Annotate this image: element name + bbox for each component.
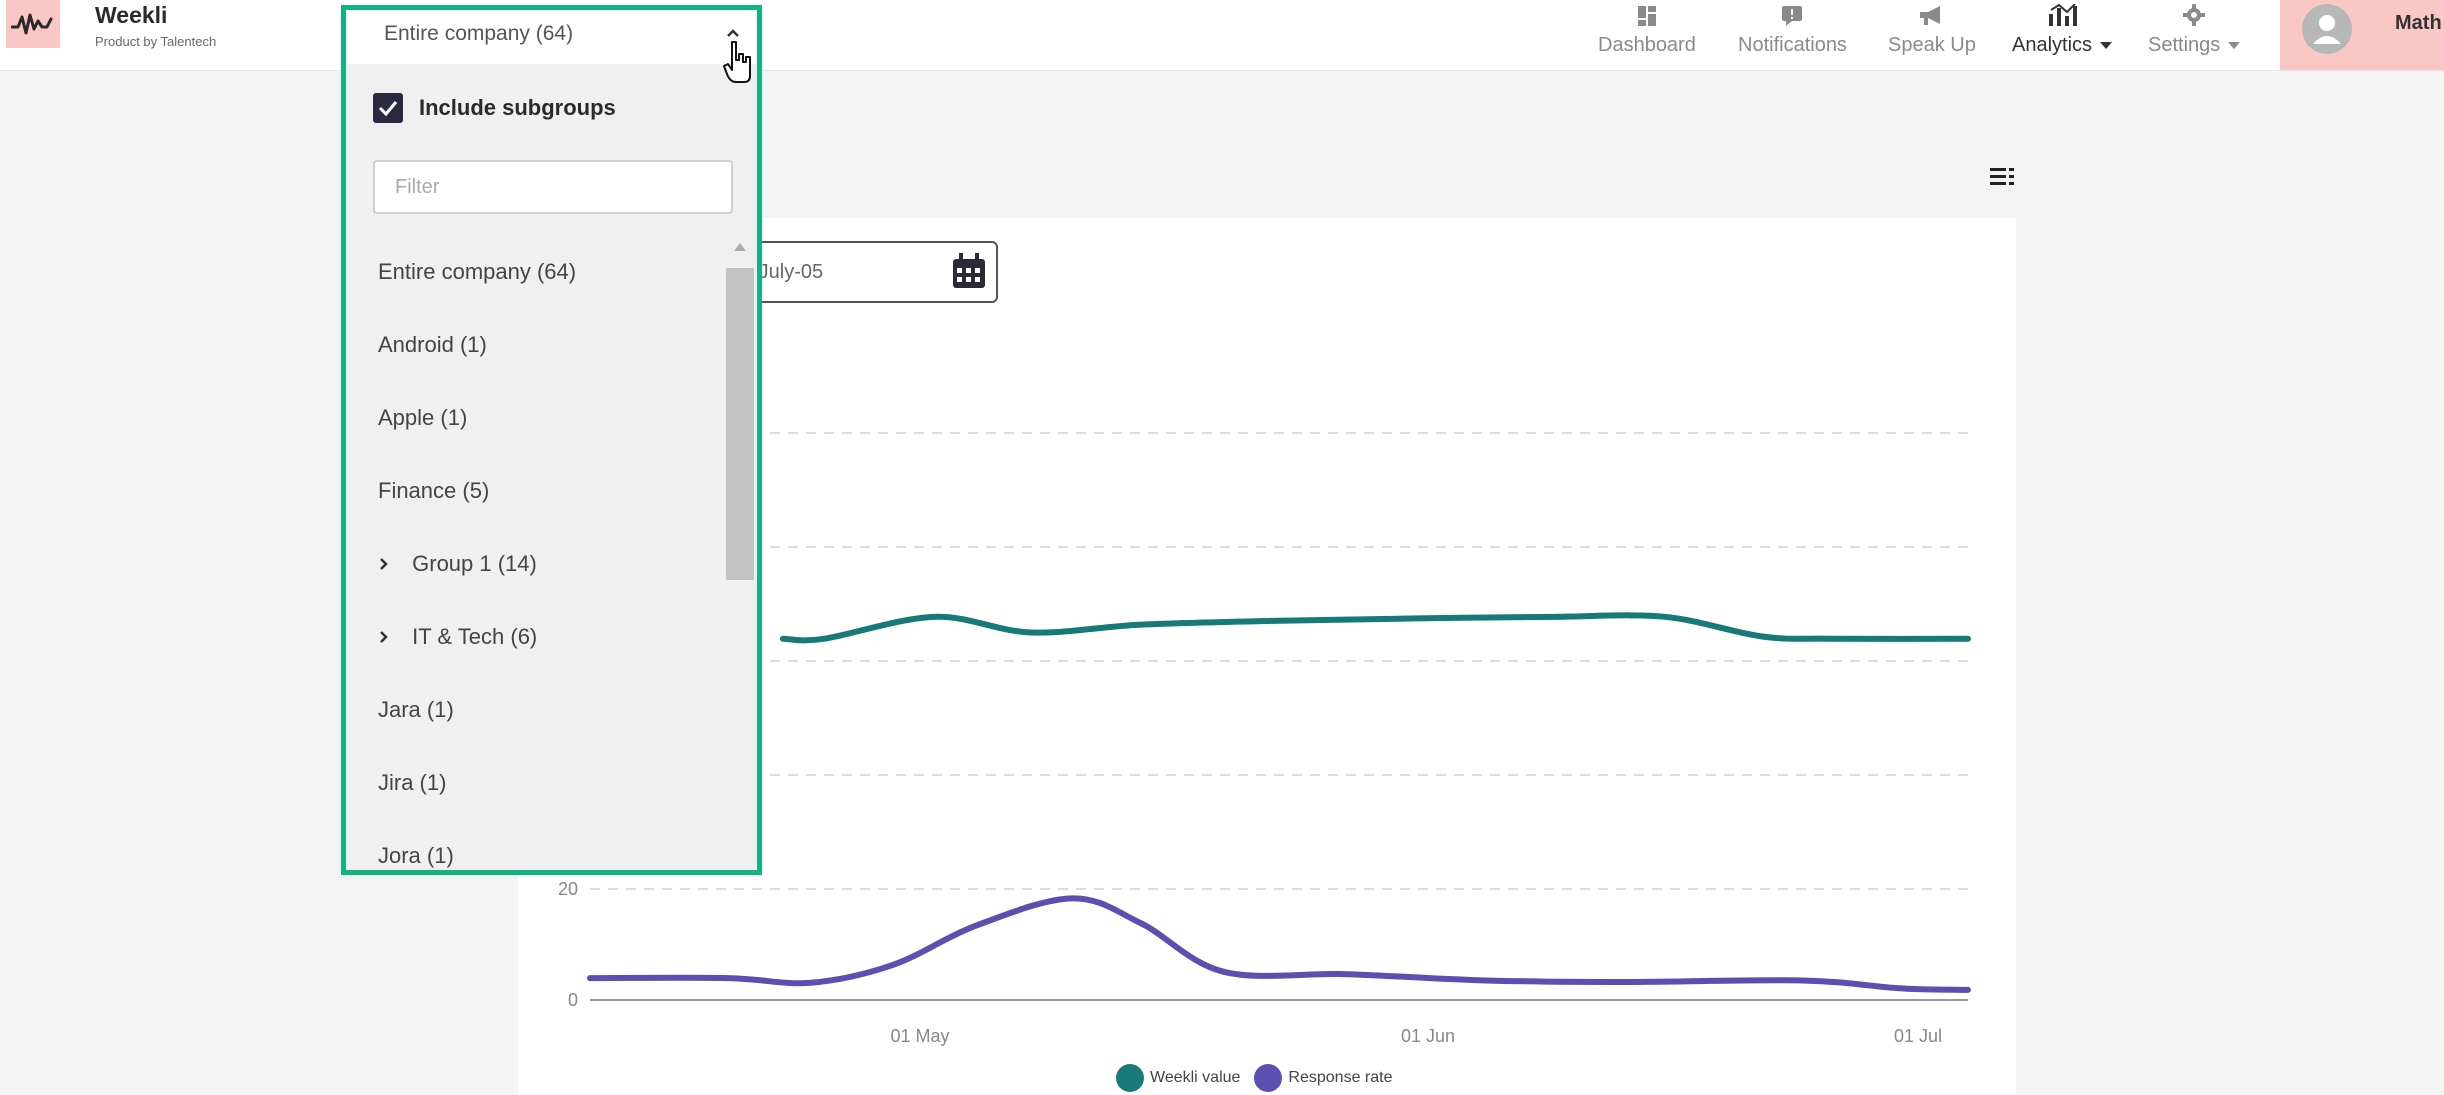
option-label: Jara (1) — [378, 697, 454, 722]
x-tick-label: 01 Jun — [1401, 1026, 1455, 1046]
legend-item-weekli-value[interactable]: Weekli value — [1116, 1064, 1240, 1092]
nav-settings-label: Settings — [2148, 34, 2221, 56]
group-option-jora[interactable]: Jora (1) — [378, 843, 454, 869]
option-label: Jira (1) — [378, 770, 447, 795]
legend-marker — [1116, 1064, 1144, 1092]
scrollbar-thumb[interactable] — [726, 268, 754, 580]
option-label: Apple (1) — [378, 405, 468, 430]
chevron-down-icon — [2228, 42, 2241, 50]
checkmark-icon — [378, 101, 398, 117]
option-label: Group 1 (14) — [412, 551, 537, 576]
nav-analytics[interactable]: Analytics — [2012, 0, 2113, 70]
chevron-right-icon[interactable] — [378, 551, 406, 577]
analytics-icon — [2047, 0, 2078, 26]
avatar[interactable] — [2302, 4, 2352, 54]
group-option-apple[interactable]: Apple (1) — [378, 405, 467, 431]
chart-menu-icon[interactable] — [1990, 166, 2016, 190]
group-option-android[interactable]: Android (1) — [378, 332, 487, 358]
chart-card — [518, 218, 2016, 1095]
group-option-group-1[interactable]: Group 1 (14) — [378, 551, 537, 577]
legend-label: Weekli value — [1150, 1069, 1241, 1086]
x-tick-label: 01 Jul — [1894, 1026, 1942, 1046]
nav-dashboard-label: Dashboard — [1598, 34, 1696, 56]
weekli-value-line — [779, 612, 1971, 644]
user-menu[interactable]: Math — [2280, 0, 2444, 70]
nav-notifications-label: Notifications — [1738, 34, 1847, 56]
dashboard-icon — [1637, 0, 1656, 26]
logo[interactable] — [6, 0, 60, 48]
brand-tagline: Product by Talentech — [95, 34, 217, 49]
legend-item-response-rate[interactable]: Response rate — [1254, 1064, 1392, 1092]
option-label: Finance (5) — [378, 478, 490, 503]
option-label: IT & Tech (6) — [412, 624, 538, 649]
options-scrollbar[interactable] — [726, 241, 754, 871]
chart-grid — [590, 432, 1968, 1001]
nav-speak-up-label: Speak Up — [1888, 34, 1976, 56]
date-range-text: -July-05 — [752, 261, 824, 283]
nav-analytics-label: Analytics — [2012, 34, 2093, 56]
calendar-icon[interactable] — [952, 253, 986, 289]
wave-logo-icon — [11, 13, 53, 35]
gear-icon — [2183, 0, 2206, 26]
chevron-down-icon — [2100, 42, 2113, 50]
y-tick-label: 20 — [558, 879, 578, 899]
chart-legend: Weekli value Response rate — [1116, 1064, 1406, 1092]
date-range-picker[interactable]: -July-05 — [740, 241, 998, 303]
x-tick-label: 01 May — [890, 1026, 949, 1046]
hand-cursor-icon — [723, 41, 751, 83]
include-subgroups-checkbox[interactable]: Include subgroups — [373, 93, 616, 123]
option-label: Android (1) — [378, 332, 487, 357]
checkbox-checked[interactable] — [373, 93, 403, 123]
filter-input[interactable] — [373, 160, 733, 214]
chevron-right-icon[interactable] — [378, 624, 406, 650]
y-tick-label: 0 — [568, 990, 578, 1010]
group-selector-dropdown[interactable]: Entire company (64) Include subgroups En… — [341, 5, 762, 875]
group-option-finance[interactable]: Finance (5) — [378, 478, 489, 504]
legend-label: Response rate — [1288, 1069, 1393, 1086]
option-label: Entire company (64) — [378, 259, 577, 284]
legend-marker — [1254, 1064, 1283, 1092]
megaphone-icon — [1918, 0, 1946, 26]
group-option-entire-company[interactable]: Entire company (64) — [378, 259, 576, 285]
nav-speak-up[interactable]: Speak Up — [1888, 0, 1976, 70]
user-name: Math — [2395, 12, 2442, 34]
group-selector-selected: Entire company (64) — [384, 22, 574, 45]
include-subgroups-label: Include subgroups — [419, 95, 616, 120]
nav-settings[interactable]: Settings — [2148, 0, 2241, 70]
option-label: Jora (1) — [378, 843, 454, 868]
nav-notifications[interactable]: Notifications — [1738, 0, 1847, 70]
response-rate-line — [587, 895, 1971, 993]
group-selector-toggle[interactable]: Entire company (64) — [346, 10, 757, 83]
notifications-icon — [1781, 0, 1803, 26]
group-option-jira[interactable]: Jira (1) — [378, 770, 446, 796]
scroll-up-arrow-icon[interactable] — [734, 243, 746, 251]
group-option-it-tech[interactable]: IT & Tech (6) — [378, 624, 537, 650]
group-option-jara[interactable]: Jara (1) — [378, 697, 454, 723]
brand-name: Weekli — [95, 2, 168, 28]
user-icon — [2313, 15, 2341, 44]
chevron-up-icon[interactable] — [726, 28, 740, 38]
nav-dashboard[interactable]: Dashboard — [1598, 0, 1696, 70]
